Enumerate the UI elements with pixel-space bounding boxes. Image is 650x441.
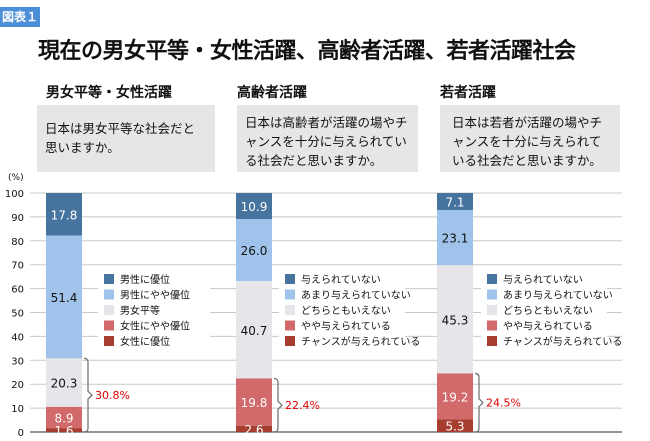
data-label: 17.8 [51,208,78,222]
legend-swatch [285,305,295,315]
data-label: 7.1 [445,195,464,209]
legend-swatch [104,320,114,331]
legend-swatch [487,274,497,284]
bar-segment [46,235,82,359]
legend-background [279,270,405,350]
legend-label: やや与えられている [503,321,593,333]
legend-label: どちらともいえない [503,305,593,317]
legend-label: 男女平等 [120,304,160,317]
panel-subtitle-gender: 男女平等・女性活躍 [46,85,172,101]
legend-swatch [487,289,497,300]
y-tick-label: 40 [11,332,24,343]
data-label: 2.6 [244,423,263,437]
y-tick-label: 90 [11,213,24,224]
legend-label: 与えられていない [503,274,583,286]
panel-subtitle-elderly: 高齢者活躍 [237,85,307,101]
bracket [273,377,283,433]
bracket-total-label: 22.4% [285,399,320,412]
y-tick-label: 30 [11,356,24,367]
legend-swatch [285,274,295,284]
legend-label: やや与えられている [301,321,391,333]
data-label: 10.9 [241,200,268,214]
bar-segment [46,358,82,407]
data-label: 26.0 [241,244,268,258]
legend-swatch [104,274,114,284]
y-tick-label: 50 [11,309,24,320]
legend-swatch [487,320,497,331]
data-label: 19.2 [442,390,469,404]
y-axis-unit: (%) [8,173,24,183]
legend-label: あまり与えられていない [301,290,411,302]
bar-segment [437,209,473,266]
data-label: 5.3 [445,420,464,434]
bar-segment [46,406,82,429]
legend-label: チャンスが与えられている [503,335,622,348]
legend-swatch [104,336,114,346]
bar-segment [236,281,272,379]
legend-swatch [104,305,114,315]
data-label: 19.8 [241,396,268,410]
data-label: 45.3 [442,313,469,327]
question-box-youth: 日本は若者が活躍の場やチャンスを十分に与えられている社会だと思いますか。 [440,105,620,172]
legend-swatch [104,289,114,300]
y-tick-label: 60 [11,285,24,296]
bar-segment [236,193,272,220]
legend-swatch [285,336,295,346]
y-tick-label: 70 [11,261,24,272]
legend-background [98,270,210,350]
legend-swatch [285,289,295,300]
bar-segment [236,219,272,282]
y-tick-label: 80 [11,237,24,248]
y-tick-label: 10 [11,404,24,415]
legend-label: チャンスが与えられている [301,335,420,348]
y-tick-label: 0 [18,428,24,439]
bar-segment [46,428,82,432]
legend-label: 女性に優位 [120,335,170,348]
page-title: 現在の男女平等・女性活躍、高齢者活躍、若者活躍社会 [38,39,576,64]
legend-swatch [487,336,497,346]
legend-background [481,270,607,350]
bar-segment [437,193,473,210]
legend-swatch [487,305,497,315]
y-tick-label: 20 [11,380,24,391]
bar-segment [437,419,473,432]
legend-label: あまり与えられていない [503,290,613,302]
question-box-elderly: 日本は高齢者が活躍の場やチャンスを十分に与えられている社会だと思いますか。 [237,105,418,172]
data-label: 20.3 [51,377,78,391]
bracket-total-label: 24.5% [486,397,521,410]
legend-swatch [285,320,295,331]
bar-segment [437,373,473,420]
legend-label: 女性にやや優位 [120,320,190,333]
bar-segment [437,265,473,374]
question-box-gender: 日本は男女平等な社会だと思いますか。 [37,105,215,172]
legend-label: 男性にやや優位 [120,289,190,302]
data-label: 51.4 [51,291,78,305]
bracket [474,372,484,433]
bracket-total-label: 30.8% [95,389,130,402]
data-label: 40.7 [241,324,268,338]
y-tick-label: 100 [5,189,24,200]
data-label: 8.9 [54,412,73,426]
data-label: 23.1 [442,232,469,246]
data-label: 1.6 [54,424,73,438]
bar-segment [236,425,272,432]
legend-label: 与えられていない [301,274,381,286]
legend-label: 男性に優位 [120,273,170,286]
bar-segment [46,193,82,236]
legend-label: どちらともいえない [301,305,391,317]
panel-subtitle-youth: 若者活躍 [440,85,496,101]
bar-segment [236,378,272,426]
bracket [83,357,93,433]
figure-badge: 図表１ [0,7,40,27]
